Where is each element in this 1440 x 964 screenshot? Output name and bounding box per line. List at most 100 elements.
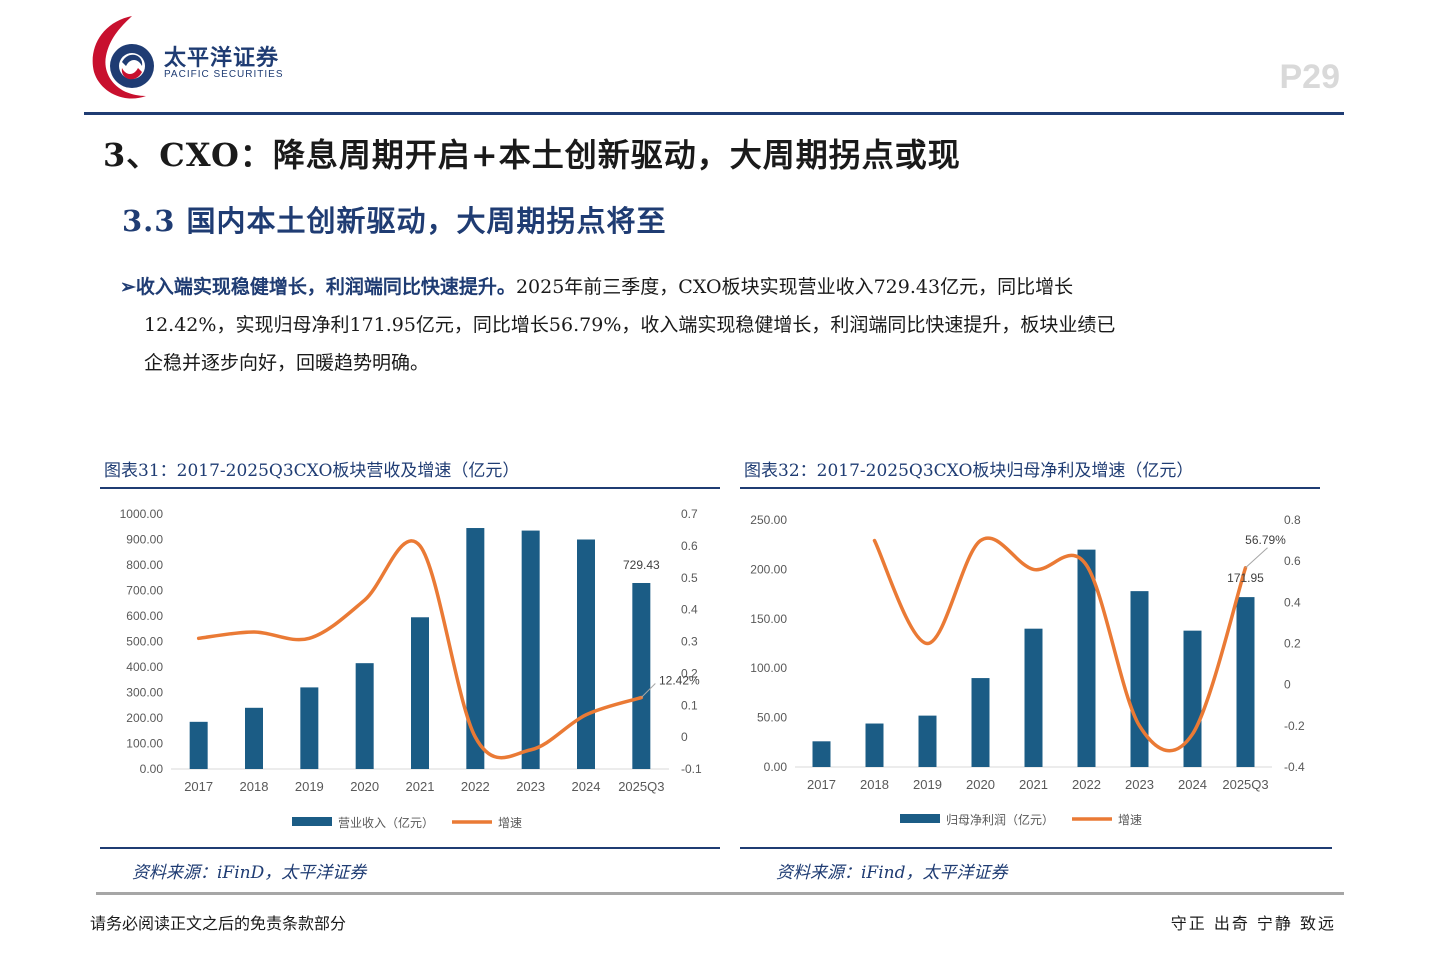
bar — [355, 663, 374, 769]
figure-32-title: 图表32：2017-2025Q3CXO板块归母净利及增速（亿元） — [744, 461, 1194, 481]
left-axis-tick-label: 200.00 — [126, 711, 163, 725]
right-axis-tick-label: 0.2 — [681, 666, 698, 680]
right-axis-tick-label: 0.1 — [681, 698, 698, 712]
left-axis-tick-label: 150.00 — [750, 612, 787, 626]
left-axis-tick-label: 250.00 — [750, 513, 787, 527]
summary-paragraph: ➢收入端实现稳健增长，利润端同比快速提升。2025年前三季度，CXO板块实现营业… — [120, 268, 1330, 382]
bar — [245, 707, 263, 769]
growth-rate-line — [872, 536, 1248, 753]
figure-32-source: 资料来源：iFind，太平洋证券 — [776, 863, 1008, 883]
bar — [1130, 591, 1149, 767]
left-axis-tick-label: 0.00 — [764, 760, 788, 774]
bar — [1077, 549, 1096, 767]
left-axis-tick-label: 200.00 — [750, 562, 787, 576]
bar — [577, 539, 595, 769]
logo-english-name: PACIFIC SECURITIES — [164, 69, 284, 80]
bar — [865, 723, 884, 767]
left-axis-tick-label: 100.00 — [126, 737, 163, 751]
line-data-label: 12.42% — [659, 674, 700, 688]
bar — [1024, 628, 1043, 767]
right-axis-tick-label: 0.6 — [1284, 554, 1301, 568]
right-axis-tick-label: 0 — [681, 730, 688, 744]
figure-31-bottom-rule — [100, 847, 720, 849]
growth-rate-line — [196, 539, 644, 760]
legend-bar-label: 营业收入（亿元） — [338, 815, 434, 830]
x-axis-tick-label: 2018 — [860, 777, 889, 792]
x-axis-tick-label: 2023 — [1125, 777, 1154, 792]
left-axis-tick-label: 800.00 — [126, 558, 163, 572]
x-axis-tick-label: 2020 — [350, 779, 379, 794]
bullet-arrow-icon: ➢ — [120, 276, 136, 298]
x-axis-tick-label: 2017 — [184, 779, 213, 794]
left-axis-tick-label: 700.00 — [126, 584, 163, 598]
bar — [918, 715, 937, 767]
logo-chinese-name: 太平洋证券 — [164, 46, 280, 71]
figure-31-source: 资料来源：iFinD，太平洋证券 — [132, 863, 367, 883]
left-axis-tick-label: 900.00 — [126, 533, 163, 547]
paragraph-lead: 收入端实现稳健增长，利润端同比快速提升。 — [135, 276, 516, 298]
net-profit-chart: 0.00 50.00 100.00 150.00 200.00 250.00 -0.4 -0.… — [750, 513, 1305, 827]
bar — [300, 687, 319, 769]
bar — [521, 530, 540, 769]
company-logo-icon — [92, 16, 154, 99]
footer-divider — [96, 892, 1344, 895]
bar-data-label: 729.43 — [623, 558, 660, 572]
x-axis-tick-label: 2021 — [1019, 777, 1048, 792]
bar-data-label: 171.95 — [1227, 571, 1264, 585]
x-axis-tick-label: 2020 — [966, 777, 995, 792]
line-label-leader — [1245, 547, 1268, 569]
x-axis-tick-label: 2018 — [240, 779, 269, 794]
figure-32-bottom-rule — [740, 847, 1332, 849]
x-axis-tick-label: 2021 — [406, 779, 435, 794]
paragraph-line-3: 企稳并逐步向好，回暖趋势明确。 — [144, 352, 430, 374]
right-axis-tick-label: 0.4 — [1284, 595, 1301, 609]
company-motto: 守正 出奇 宁静 致远 — [1170, 914, 1336, 933]
bar — [1236, 597, 1255, 767]
page-number: P29 — [1279, 58, 1341, 96]
section-heading: 3、CXO：降息周期开启+本土创新驱动，大周期拐点或现 — [103, 136, 961, 174]
legend-bar-label: 归母净利润（亿元） — [946, 812, 1054, 827]
right-axis-tick-label: -0.4 — [1284, 760, 1305, 774]
left-axis-tick-label: 1000.00 — [120, 507, 164, 521]
x-axis-tick-label: 2019 — [913, 777, 942, 792]
right-axis-tick-label: -0.1 — [681, 762, 702, 776]
left-axis-tick-label: 400.00 — [126, 660, 163, 674]
right-axis-tick-label: 0.4 — [681, 603, 698, 617]
bar — [1183, 630, 1202, 767]
right-axis-tick-label: 0 — [1284, 678, 1291, 692]
bar — [466, 528, 485, 769]
bar — [632, 582, 651, 769]
left-axis-tick-label: 100.00 — [750, 661, 787, 675]
x-axis-tick-label: 2019 — [295, 779, 324, 794]
left-axis-tick-label: 300.00 — [126, 686, 163, 700]
legend-line-label: 增速 — [1118, 813, 1142, 827]
left-axis-tick-label: 0.00 — [140, 762, 164, 776]
left-axis-tick-label: 500.00 — [126, 635, 163, 649]
left-axis-tick-label: 600.00 — [126, 609, 163, 623]
x-axis-tick-label: 2024 — [1178, 777, 1207, 792]
legend-bar-swatch — [292, 817, 332, 826]
right-axis-tick-label: 0.6 — [681, 539, 698, 553]
figure-31-title: 图表31：2017-2025Q3CXO板块营收及增速（亿元） — [104, 461, 520, 481]
x-axis-tick-label: 2022 — [1072, 777, 1101, 792]
x-axis-tick-label: 2025Q3 — [618, 779, 664, 794]
paragraph-line-2: 12.42%，实现归母净利171.95亿元，同比增长56.79%，收入端实现稳健… — [144, 314, 1116, 336]
line-data-label: 56.79% — [1245, 533, 1286, 547]
paragraph-line-1: ➢收入端实现稳健增长，利润端同比快速提升。2025年前三季度，CXO板块实现营业… — [120, 268, 1330, 306]
bar — [189, 721, 208, 769]
legend-bar-swatch — [900, 814, 940, 823]
bar — [971, 678, 990, 767]
x-axis-tick-label: 2023 — [516, 779, 545, 794]
bar — [812, 741, 831, 767]
x-axis-tick-label: 2017 — [807, 777, 836, 792]
revenue-chart: 0.00 100.00 200.00 300.00 400.00 500.00 600.00… — [120, 507, 702, 830]
x-axis-tick-label: 2024 — [572, 779, 601, 794]
right-axis-tick-label: 0.2 — [1284, 637, 1301, 651]
subsection-heading: 3.3 国内本土创新驱动，大周期拐点将至 — [122, 204, 667, 238]
figure-32-top-rule — [740, 487, 1320, 489]
paragraph-line-1-text: 2025年前三季度，CXO板块实现营业收入729.43亿元，同比增长 — [515, 276, 1074, 298]
right-axis-tick-label: -0.2 — [1284, 719, 1305, 733]
x-axis-tick-label: 2025Q3 — [1222, 777, 1268, 792]
x-axis-tick-label: 2022 — [461, 779, 490, 794]
line-label-leader — [640, 683, 656, 698]
